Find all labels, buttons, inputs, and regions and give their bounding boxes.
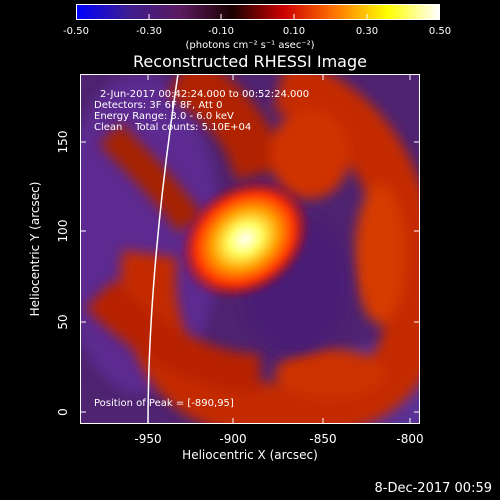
- colorbar-tick-label: -0.30: [136, 26, 162, 37]
- footer-timestamp: 8-Dec-2017 00:59: [374, 481, 493, 496]
- peak-position-annotation: Position of Peak = [-890,95]: [94, 398, 234, 409]
- detectors-annotation: Detectors: 3F 6F 8F, Att 0: [94, 100, 223, 111]
- x-tick-label: -900: [219, 432, 247, 446]
- rhessi-image: [80, 74, 420, 424]
- image-title: Reconstructed RHESSI Image: [133, 52, 367, 71]
- y-axis-label: Heliocentric Y (arcsec): [28, 181, 42, 317]
- energy-range-annotation: Energy Range: 3.0 - 6.0 keV: [94, 111, 234, 122]
- time-range-annotation: 2-Jun-2017 00:42:24.000 to 00:52:24.000: [100, 89, 310, 100]
- x-axis-label: Heliocentric X (arcsec): [182, 448, 318, 462]
- colorbar-tick-label: 0.50: [428, 26, 452, 37]
- colorbar-tick-label: 0.30: [355, 26, 379, 37]
- x-tick-label: -850: [309, 432, 337, 446]
- clean-counts-annotation: Clean Total counts: 5.10E+04: [94, 122, 252, 133]
- colorbar-tick-label: 0.10: [282, 26, 306, 37]
- colorbar-units: (photons cm⁻² s⁻¹ asec⁻²): [185, 40, 315, 51]
- x-tick-label: -800: [396, 432, 424, 446]
- colorbar-tick-label: -0.50: [63, 26, 89, 37]
- colorbar-tick-label: -0.10: [208, 26, 234, 37]
- x-tick-label: -950: [134, 432, 162, 446]
- colorbar: [76, 4, 440, 20]
- rhessi-image-svg: [80, 74, 420, 424]
